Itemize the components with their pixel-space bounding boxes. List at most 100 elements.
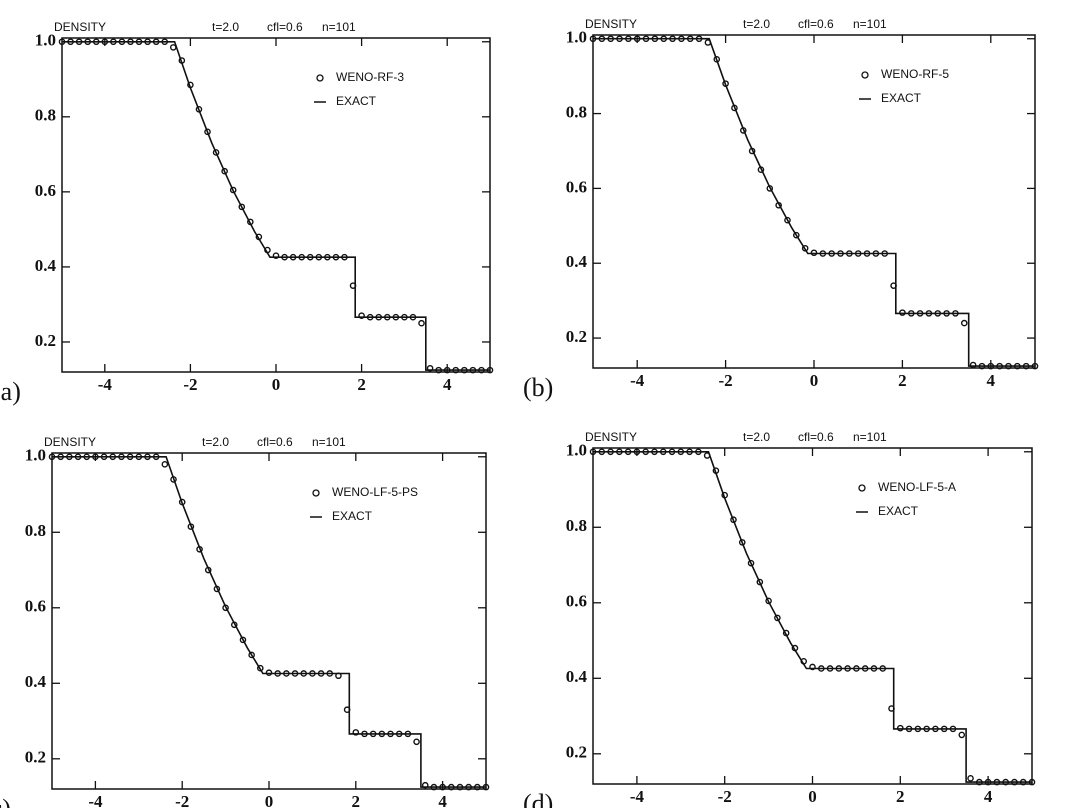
parameter: t=2.0	[743, 430, 770, 444]
y-tick-label: 0.2	[566, 743, 587, 762]
legend-label: EXACT	[881, 91, 922, 105]
data-point	[793, 231, 800, 239]
legend-label: WENO-RF-5	[881, 67, 949, 81]
exact-line	[62, 41, 490, 371]
x-tick-label: -2	[719, 371, 733, 390]
parameter: t=2.0	[743, 17, 770, 31]
panel: DENSITY t=2.0 cfl=0.6 n=101 (d) 0.2 0.4 0.6 0.8 1…	[523, 430, 1036, 808]
parameter: cfl=0.6	[267, 20, 303, 34]
chart-title: DENSITY	[585, 17, 637, 31]
legend-label: WENO-LF-5-A	[878, 480, 956, 494]
data-point	[238, 203, 246, 211]
data-point	[272, 252, 280, 259]
x-tick-label: -2	[175, 792, 189, 808]
x-tick-label: 0	[808, 787, 817, 806]
data-point	[809, 663, 816, 671]
x-tick-label: 2	[896, 787, 905, 806]
x-tick-label: 0	[265, 792, 274, 808]
data-point	[801, 244, 809, 252]
y-tick-label: 0.4	[35, 256, 57, 275]
parameter: cfl=0.6	[798, 17, 834, 31]
x-tick-label: -4	[98, 375, 113, 394]
data-point	[784, 216, 791, 224]
x-tick-label: -2	[183, 375, 197, 394]
panel: DENSITY t=2.0 cfl=0.6 n=101 (b) 0.2 0.4 0.6 0.8 1…	[523, 17, 1039, 402]
x-tick-label: 2	[357, 375, 366, 394]
y-tick-label: 0.6	[566, 177, 587, 196]
data-point	[967, 775, 974, 782]
parameter: cfl=0.6	[798, 430, 834, 444]
parameter: n=101	[312, 435, 346, 449]
legend-label: EXACT	[336, 94, 377, 108]
data-point	[239, 636, 247, 644]
y-tick-label: 1.0	[566, 28, 587, 47]
x-tick-label: 0	[272, 375, 281, 394]
y-tick-label: 0.2	[25, 748, 46, 767]
data-point	[765, 597, 772, 605]
exact-line	[593, 37, 1035, 367]
data-point	[248, 651, 255, 659]
x-tick-label: 0	[810, 371, 819, 390]
exact-line	[593, 451, 1032, 783]
y-tick-label: 1.0	[25, 446, 46, 465]
x-tick-label: 4	[443, 375, 452, 394]
x-tick-label: -4	[88, 792, 103, 808]
y-tick-label: 0.4	[566, 252, 588, 271]
y-tick-label: 0.2	[35, 331, 56, 350]
data-point	[738, 539, 746, 546]
x-tick-label: 2	[352, 792, 361, 808]
data-point	[418, 319, 425, 327]
parameter: t=2.0	[212, 20, 239, 34]
x-tick-label: -2	[718, 787, 732, 806]
y-tick-label: 0.2	[566, 327, 587, 346]
data-point	[756, 578, 764, 586]
data-point	[969, 361, 977, 369]
data-point	[161, 461, 169, 468]
panel-label: (a)	[0, 377, 21, 406]
legend-label: EXACT	[332, 509, 373, 523]
y-tick-label: 0.8	[566, 102, 587, 121]
data-point	[413, 738, 420, 746]
data-point	[958, 731, 966, 739]
legend-marker	[861, 71, 869, 79]
x-tick-label: 4	[984, 787, 993, 806]
panel-label: (c)	[0, 794, 11, 808]
x-tick-label: 4	[987, 371, 996, 390]
parameter: n=101	[853, 430, 887, 444]
panel: DENSITY t=2.0 cfl=0.6 n=101 (a) 0.2 0.4 0.6 0.8 1…	[0, 20, 494, 406]
chart-title: DENSITY	[44, 435, 96, 449]
y-tick-label: 0.8	[566, 516, 587, 535]
panel-label: (b)	[523, 373, 553, 402]
x-tick-label: -4	[630, 787, 645, 806]
x-tick-label: 2	[898, 371, 907, 390]
y-tick-label: 0.6	[25, 597, 46, 616]
data-point	[358, 312, 365, 320]
x-tick-label: 4	[438, 792, 447, 808]
parameter: n=101	[853, 17, 887, 31]
data-point	[229, 186, 237, 194]
data-point	[774, 614, 781, 622]
panel: DENSITY t=2.0 cfl=0.6 n=101 (c) 0.2 0.4 0.6 0.8 1…	[0, 435, 490, 808]
y-tick-label: 0.8	[35, 106, 56, 125]
y-tick-label: 1.0	[566, 441, 587, 460]
y-tick-label: 0.4	[25, 672, 47, 691]
y-tick-label: 1.0	[35, 31, 56, 50]
legend-label: WENO-RF-3	[336, 70, 404, 84]
data-point	[352, 729, 360, 736]
y-tick-label: 0.6	[566, 592, 587, 611]
data-point	[204, 128, 211, 136]
chart-title: DENSITY	[54, 20, 106, 34]
data-point	[960, 319, 968, 327]
parameter: cfl=0.6	[257, 435, 293, 449]
legend-marker	[316, 74, 324, 82]
legend-label: WENO-LF-5-PS	[332, 485, 418, 499]
parameter: t=2.0	[202, 435, 229, 449]
y-tick-label: 0.6	[35, 181, 56, 200]
legend-marker	[312, 489, 320, 497]
chart-title: DENSITY	[585, 430, 637, 444]
parameter: n=101	[322, 20, 356, 34]
panel-label: (d)	[523, 789, 553, 808]
data-point	[212, 149, 220, 156]
exact-line	[52, 456, 486, 788]
